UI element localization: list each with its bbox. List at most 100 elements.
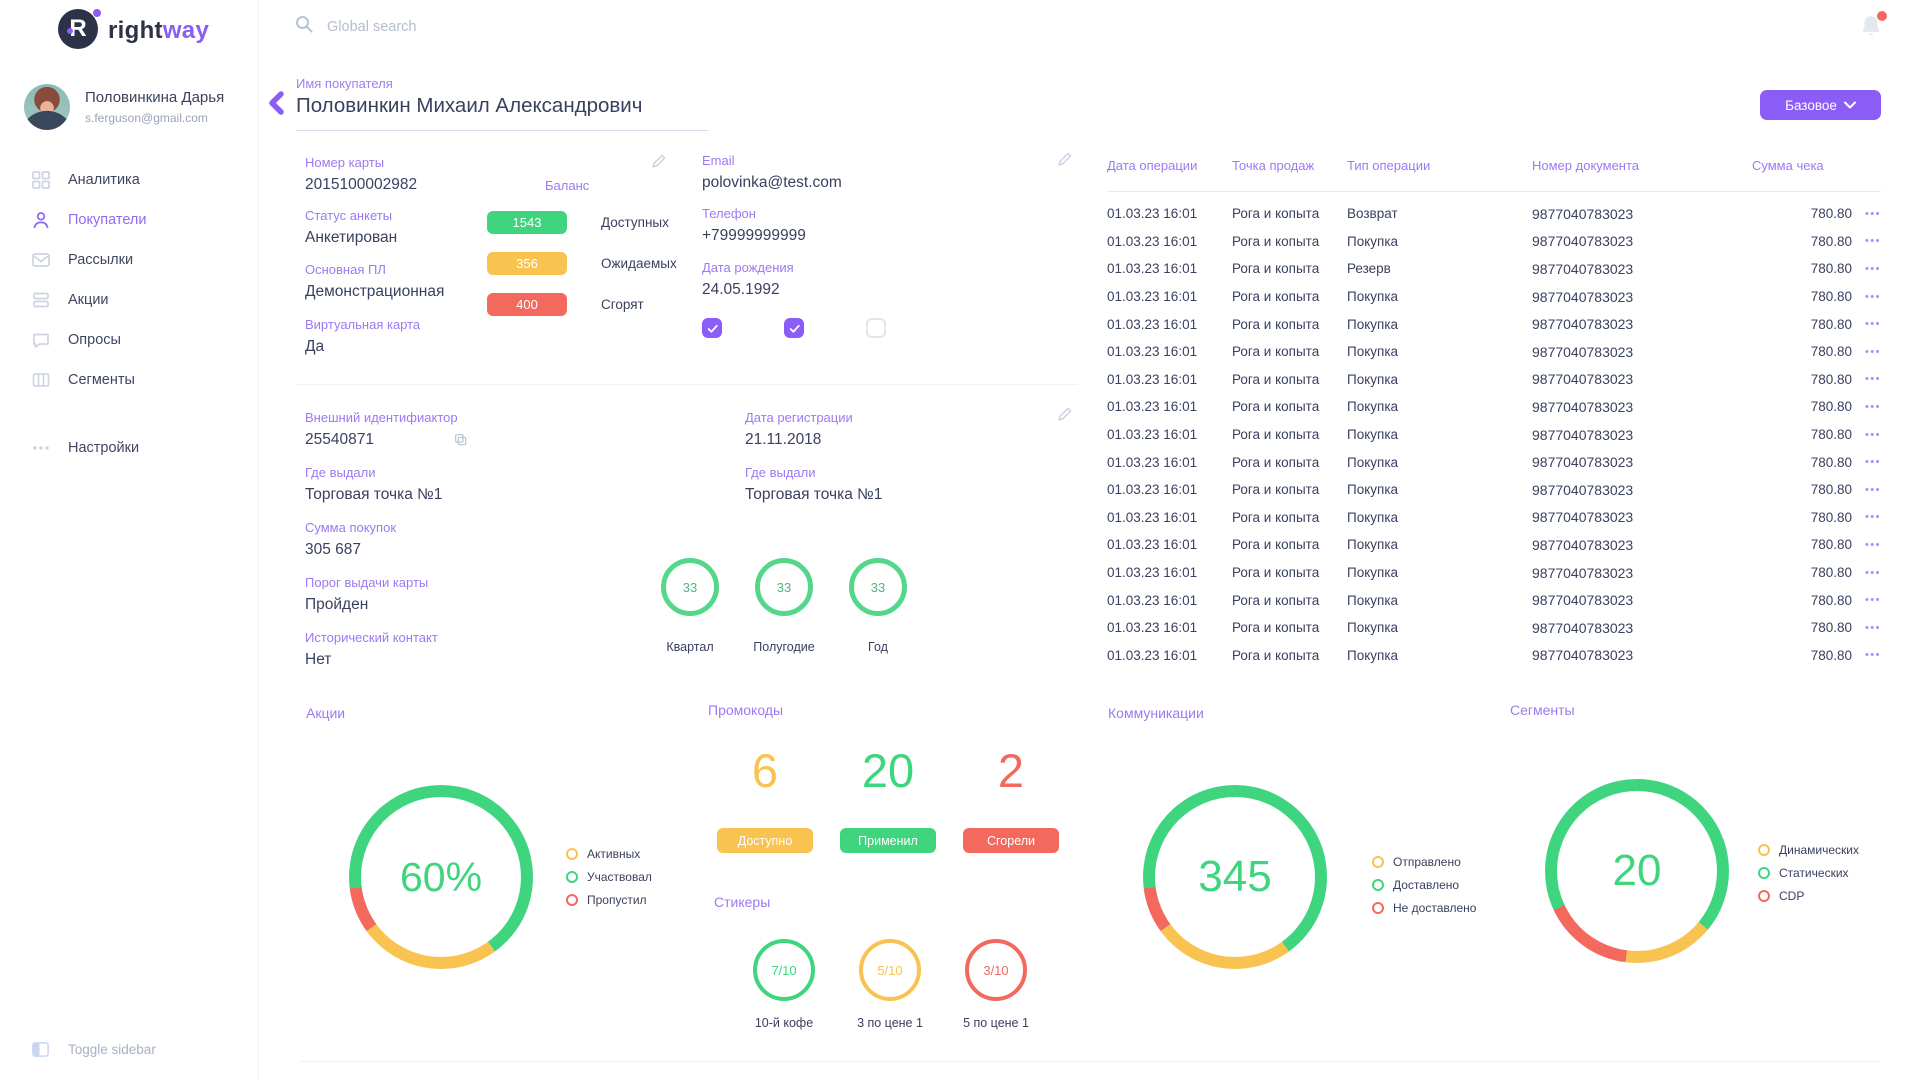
tx-amount: 780.80 [1810, 620, 1852, 636]
field-issued-at-1: Где выдали Торговая точка №1 [305, 465, 443, 503]
edit-contacts-button[interactable] [1056, 150, 1074, 173]
balance-badge-label: Ожидаемых [601, 256, 677, 271]
copy-button[interactable] [453, 432, 469, 448]
edit-details-button[interactable] [1056, 405, 1074, 428]
tx-date: 01.03.23 16:01 [1107, 482, 1198, 498]
row-actions-button[interactable]: ••• [1864, 456, 1881, 469]
legend-label: Отправлено [1393, 855, 1461, 869]
notifications-button[interactable] [1858, 11, 1887, 43]
table-row[interactable]: 01.03.23 16:01 Рога и копыта Покупка 987… [1107, 338, 1881, 366]
tx-doc-number: 9877040783023 [1532, 316, 1634, 333]
row-actions-button[interactable]: ••• [1864, 400, 1881, 413]
row-actions-button[interactable]: ••• [1864, 235, 1881, 248]
table-header-divider [1107, 191, 1881, 192]
tx-store: Рога и копыта [1232, 289, 1320, 305]
tx-column-header: Сумма чека [1752, 158, 1824, 173]
table-row[interactable]: 01.03.23 16:01 Рога и копыта Резерв 9877… [1107, 255, 1881, 283]
table-row[interactable]: 01.03.23 16:01 Рога и копыта Покупка 987… [1107, 504, 1881, 532]
row-actions-button[interactable]: ••• [1864, 621, 1881, 634]
tx-type: Покупка [1347, 233, 1399, 249]
tx-amount: 780.80 [1810, 427, 1852, 443]
row-actions-button[interactable]: ••• [1864, 207, 1881, 220]
sidebar-item-mailings[interactable]: Рассылки [0, 240, 258, 280]
sidebar-item-promotions[interactable]: Акции [0, 280, 258, 320]
communications-legend: Отправлено Доставлено Не доставлено [1372, 855, 1476, 915]
tx-store: Рога и копыта [1232, 206, 1320, 222]
tx-type: Покупка [1347, 647, 1399, 663]
balance-badge-label: Сгорят [601, 297, 644, 312]
table-row[interactable]: 01.03.23 16:01 Рога и копыта Покупка 987… [1107, 448, 1881, 476]
tx-doc-number: 9877040783023 [1532, 260, 1634, 277]
row-actions-button[interactable]: ••• [1864, 511, 1881, 524]
profile-checkbox-2[interactable] [784, 318, 804, 338]
row-actions-button[interactable]: ••• [1864, 262, 1881, 275]
legend-label: Статических [1779, 866, 1849, 880]
tx-type: Резерв [1347, 261, 1391, 277]
legend-item: Отправлено [1372, 855, 1476, 869]
table-row[interactable]: 01.03.23 16:01 Рога и копыта Покупка 987… [1107, 310, 1881, 338]
legend-label: CDP [1779, 889, 1805, 903]
table-row[interactable]: 01.03.23 16:01 Рога и копыта Покупка 987… [1107, 393, 1881, 421]
table-row[interactable]: 01.03.23 16:01 Рога и копыта Покупка 987… [1107, 283, 1881, 311]
row-actions-button[interactable]: ••• [1864, 428, 1881, 441]
period-label: Полугодие [753, 640, 815, 654]
field-virtual-card: Виртуальная карта Да [305, 317, 421, 355]
tx-doc-number: 9877040783023 [1532, 592, 1634, 609]
promocode-item: 20 Применил [840, 736, 936, 853]
bell-icon [1862, 16, 1880, 36]
balance-badge-label: Доступных [601, 215, 669, 230]
row-actions-button[interactable]: ••• [1864, 594, 1881, 607]
tx-column-header: Точка продаж [1232, 158, 1315, 173]
period-stats: 33 Квартал 33 Полугодие 33 Год [655, 558, 913, 654]
table-row[interactable]: 01.03.23 16:01 Рога и копыта Покупка 987… [1107, 366, 1881, 394]
tx-doc-number: 9877040783023 [1532, 619, 1634, 636]
sidebar-item-customers[interactable]: Покупатели [0, 200, 258, 240]
row-actions-button[interactable]: ••• [1864, 566, 1881, 579]
row-actions-button[interactable]: ••• [1864, 538, 1881, 551]
table-row[interactable]: 01.03.23 16:01 Рога и копыта Покупка 987… [1107, 228, 1881, 256]
page-title: Половинкин Михаил Александрович [296, 94, 643, 117]
row-actions-button[interactable]: ••• [1864, 345, 1881, 358]
row-actions-button[interactable]: ••• [1864, 649, 1881, 662]
balance-list: 1543 Доступных 356 Ожидаемых 400 Сгорят [487, 202, 677, 325]
toggle-sidebar-label: Toggle sidebar [68, 1041, 156, 1057]
tx-doc-number: 9877040783023 [1532, 288, 1634, 305]
transactions-table: Дата операции Точка продаж Тип операции Ном… [1107, 158, 1881, 669]
profile-checkbox-1[interactable] [702, 318, 722, 338]
row-actions-button[interactable]: ••• [1864, 290, 1881, 303]
table-row[interactable]: 01.03.23 16:01 Рога и копыта Покупка 987… [1107, 586, 1881, 614]
table-row[interactable]: 01.03.23 16:01 Рога и копыта Покупка 987… [1107, 476, 1881, 504]
search-input[interactable] [325, 17, 749, 36]
period-stat: 33 Полугодие [749, 558, 819, 654]
sidebar-item-segments[interactable]: Сегменты [0, 360, 258, 400]
legend-label: Участвовал [587, 870, 652, 884]
tx-amount: 780.80 [1810, 344, 1852, 360]
field-historical-contact: Исторический контакт Нет [305, 630, 438, 668]
table-row[interactable]: 01.03.23 16:01 Рога и копыта Возврат 987… [1107, 200, 1881, 228]
table-row[interactable]: 01.03.23 16:01 Рога и копыта Покупка 987… [1107, 421, 1881, 449]
balance-badge: 1543 [487, 211, 567, 234]
tx-date: 01.03.23 16:01 [1107, 565, 1198, 581]
row-actions-button[interactable]: ••• [1864, 373, 1881, 386]
current-user[interactable]: Половинкина Дарья s.ferguson@gmail.com [24, 84, 224, 130]
field-purchase-sum: Сумма покупок 305 687 [305, 520, 397, 558]
back-button[interactable] [266, 90, 286, 121]
row-actions-button[interactable]: ••• [1864, 318, 1881, 331]
toggle-sidebar-button[interactable]: Toggle sidebar [0, 1032, 288, 1066]
pencil-icon [1058, 407, 1072, 421]
profile-checkbox-3[interactable] [866, 318, 886, 338]
balance-badge: 400 [487, 293, 567, 316]
table-row[interactable]: 01.03.23 16:01 Рога и копыта Покупка 987… [1107, 531, 1881, 559]
tx-type: Покупка [1347, 537, 1399, 553]
table-row[interactable]: 01.03.23 16:01 Рога и копыта Покупка 987… [1107, 559, 1881, 587]
tx-date: 01.03.23 16:01 [1107, 427, 1198, 443]
row-actions-button[interactable]: ••• [1864, 483, 1881, 496]
sidebar-item-settings[interactable]: Настройки [0, 428, 258, 468]
table-row[interactable]: 01.03.23 16:01 Рога и копыта Покупка 987… [1107, 614, 1881, 642]
view-mode-button[interactable]: Базовое [1760, 90, 1881, 120]
promocode-status-badge: Сгорели [963, 828, 1059, 853]
sidebar-item-surveys[interactable]: Опросы [0, 320, 258, 360]
table-row[interactable]: 01.03.23 16:01 Рога и копыта Покупка 987… [1107, 642, 1881, 670]
edit-profile-button[interactable] [650, 152, 668, 175]
sidebar-item-analytics[interactable]: Аналитика [0, 160, 258, 200]
